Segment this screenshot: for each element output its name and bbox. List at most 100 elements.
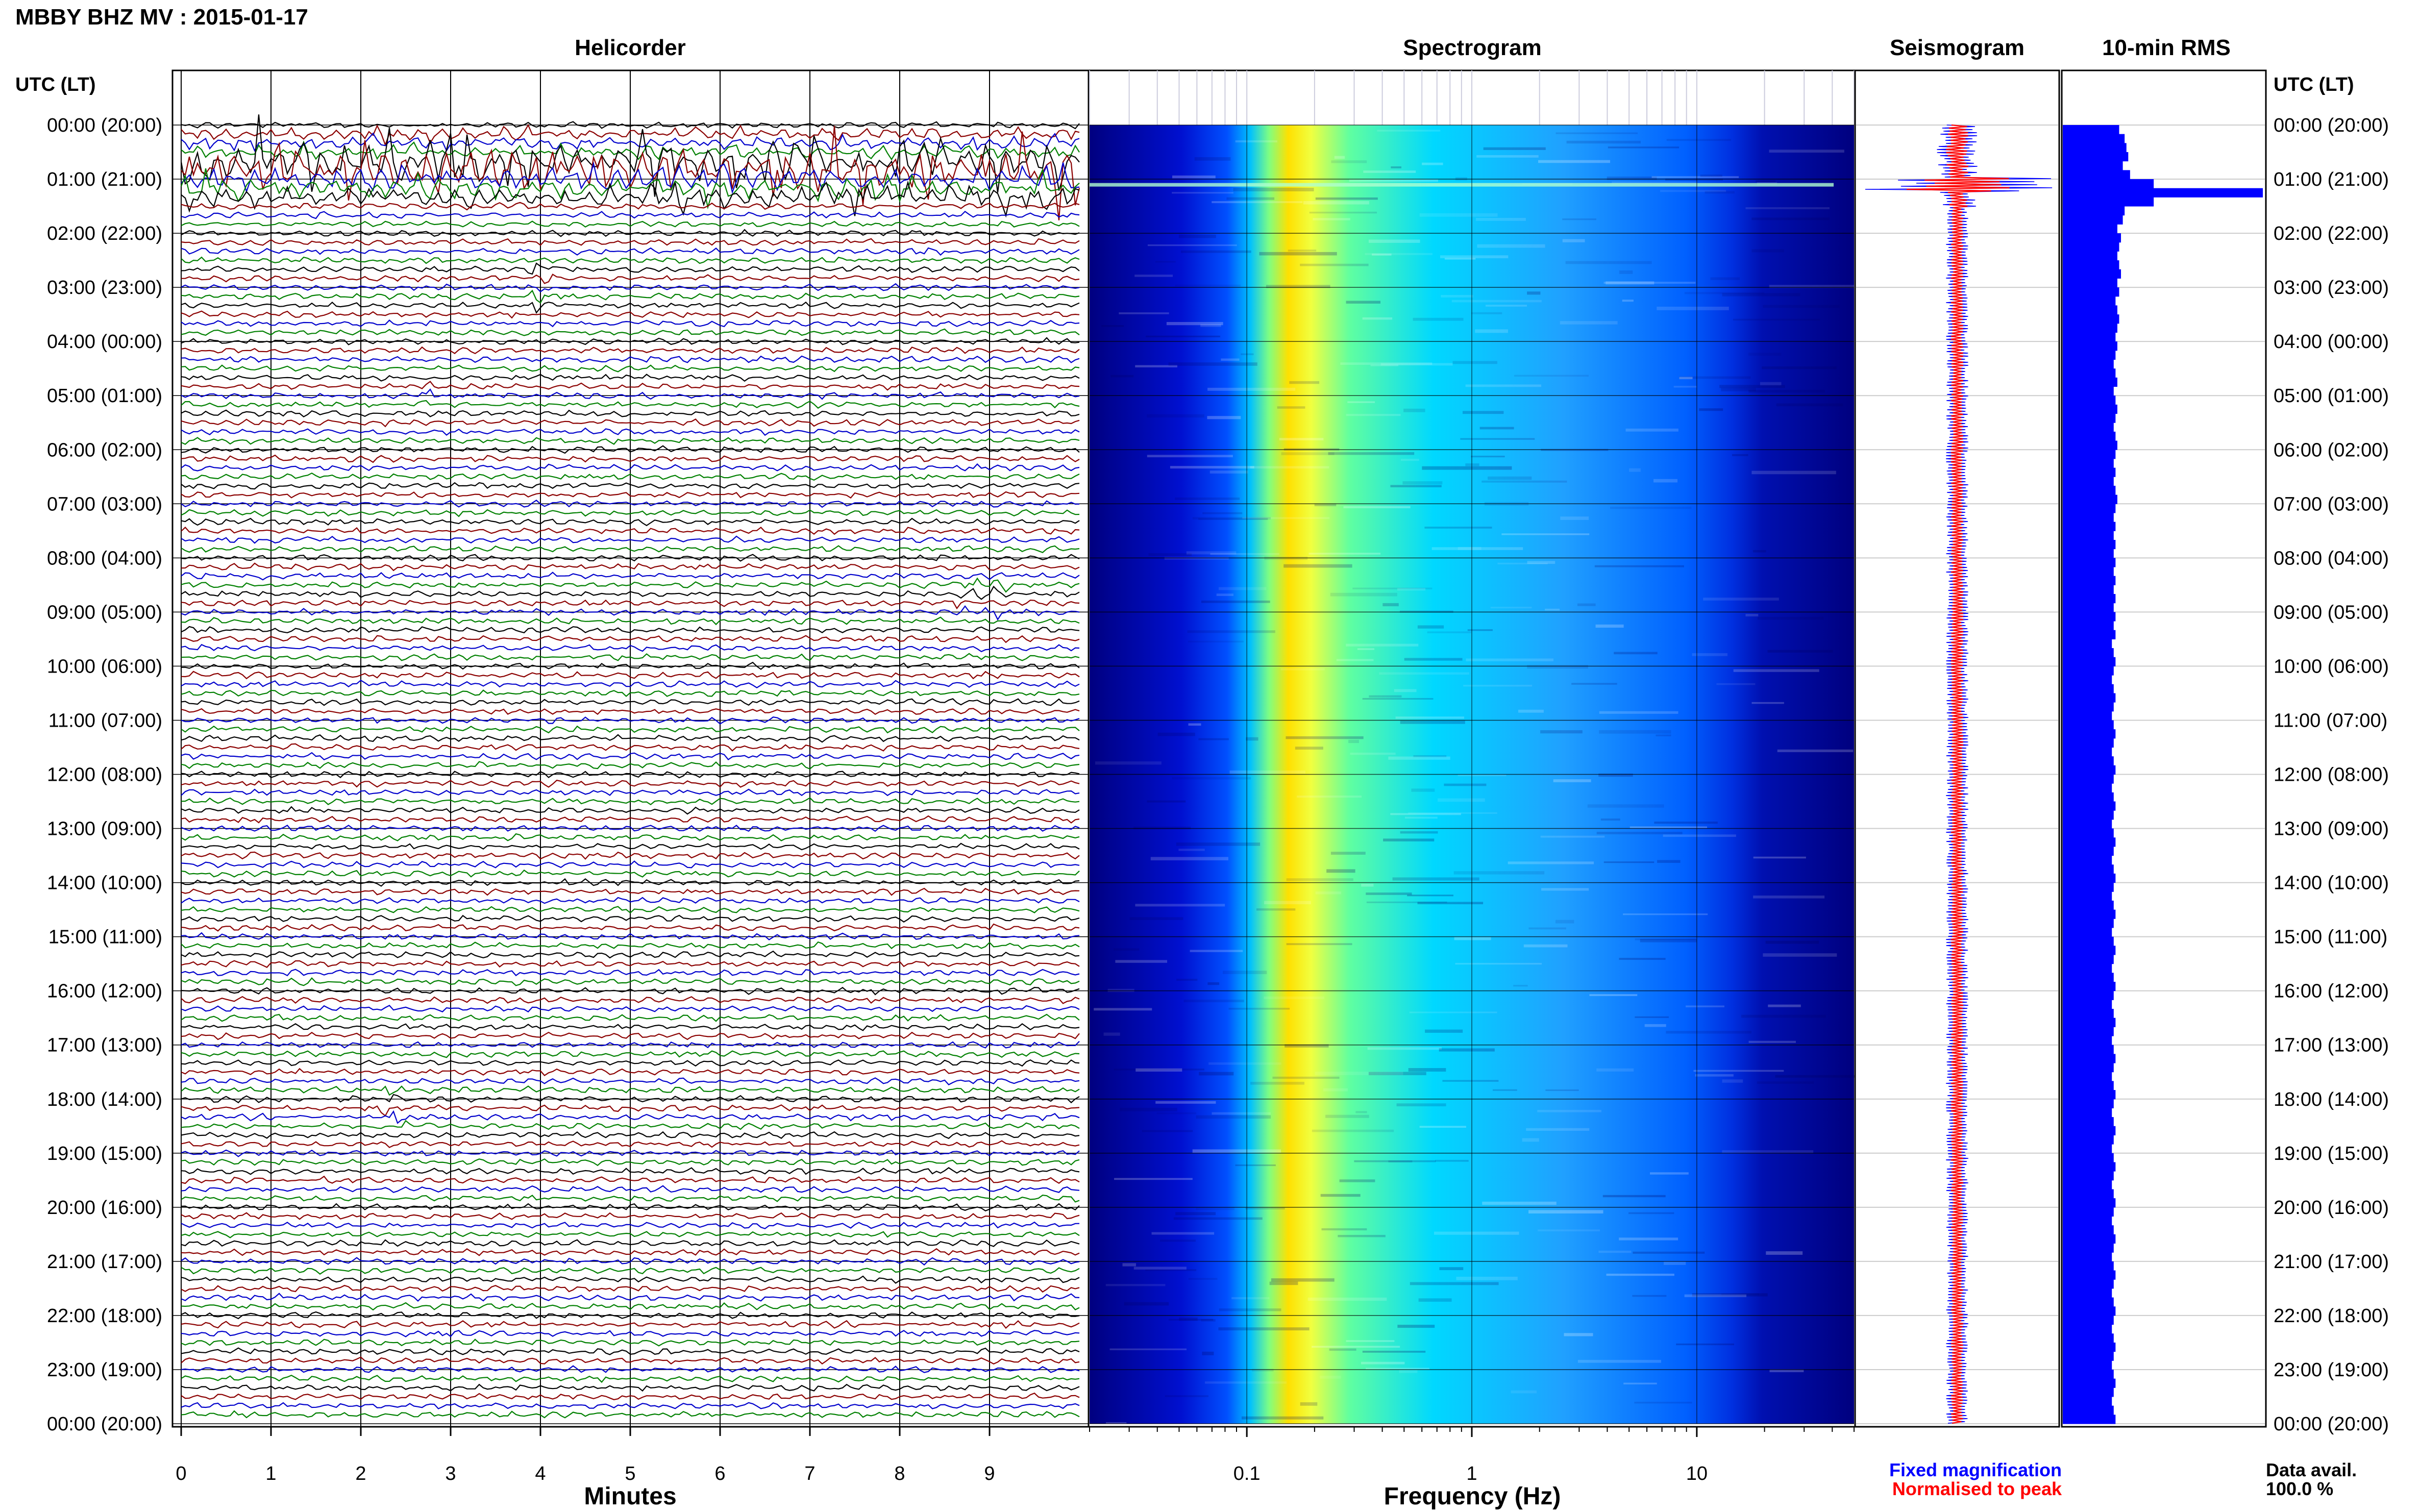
rms-bar bbox=[2063, 215, 2123, 225]
spectrogram-texture-stripe bbox=[1562, 239, 1585, 242]
time-label-right: 18:00 (14:00) bbox=[2274, 1089, 2389, 1110]
spectrogram-texture-stripe bbox=[1331, 160, 1367, 163]
spectrogram-texture-stripe bbox=[1476, 155, 1539, 158]
spectrogram-texture-stripe bbox=[1628, 1212, 1674, 1214]
helicorder-trace bbox=[181, 1392, 1080, 1400]
rms-bar bbox=[2063, 1378, 2116, 1388]
rms-bar bbox=[2063, 323, 2117, 333]
spectrogram-texture-stripe bbox=[1246, 737, 1258, 741]
spectrogram-texture-stripe bbox=[1596, 832, 1683, 834]
helicorder-trace bbox=[181, 562, 1080, 572]
spectrogram-texture-stripe bbox=[1537, 1109, 1601, 1112]
spectrogram-texture-stripe bbox=[1175, 497, 1240, 500]
rms-bar bbox=[2063, 522, 2116, 531]
time-label-left: 09:00 (05:00) bbox=[47, 602, 162, 623]
rms-bar bbox=[2063, 675, 2112, 685]
rms-bar bbox=[2063, 756, 2114, 766]
helicorder-trace bbox=[181, 1094, 1080, 1104]
helicorder-trace bbox=[181, 1059, 1080, 1067]
spectrogram-texture-stripe bbox=[1124, 1302, 1169, 1306]
spectrogram-texture-stripe bbox=[1511, 1390, 1537, 1394]
spectrogram-texture-stripe bbox=[1748, 353, 1782, 356]
helicorder-tick-label: 2 bbox=[355, 1463, 366, 1484]
spectrogram-texture-stripe bbox=[1175, 1212, 1216, 1216]
spectrogram-texture-stripe bbox=[1365, 1368, 1429, 1370]
helicorder-trace bbox=[181, 635, 1080, 643]
spectrogram-texture-stripe bbox=[1403, 408, 1425, 412]
rms-bar bbox=[2063, 738, 2114, 748]
spectrogram-texture-stripe bbox=[1577, 603, 1596, 606]
spectrogram-texture-stripe bbox=[1757, 1081, 1814, 1084]
spectrogram-texture-stripe bbox=[1207, 387, 1296, 391]
helicorder-trace bbox=[181, 463, 1080, 472]
spectrogram-texture-stripe bbox=[1482, 1201, 1557, 1205]
spectrogram-texture-stripe bbox=[1463, 684, 1533, 687]
rms-bar bbox=[2063, 278, 2117, 288]
helicorder-trace bbox=[181, 500, 1080, 508]
helicorder-trace bbox=[181, 643, 1080, 653]
spectrogram-texture-stripe bbox=[1172, 777, 1251, 780]
spectrogram-texture-stripe bbox=[1719, 385, 1785, 388]
spectrogram-texture-stripe bbox=[1264, 996, 1325, 1000]
spectrogram-texture-stripe bbox=[1228, 1007, 1290, 1010]
spectrogram-texture-stripe bbox=[1545, 1089, 1579, 1091]
spectrogram-texture-stripe bbox=[1692, 1293, 1768, 1297]
rms-bar bbox=[2063, 891, 2112, 901]
spectrogram-texture-stripe bbox=[1166, 322, 1223, 326]
spectrogram-texture-stripe bbox=[1329, 1348, 1356, 1351]
rms-bar bbox=[2063, 549, 2114, 558]
rms-bar bbox=[2063, 1351, 2114, 1361]
spectrogram-texture-stripe bbox=[1657, 306, 1729, 310]
spectrogram-texture-stripe bbox=[1388, 756, 1450, 760]
rms-bar bbox=[2063, 1207, 2114, 1217]
spectrogram-texture-stripe bbox=[1756, 180, 1776, 182]
spectrogram-texture-stripe bbox=[1751, 702, 1784, 704]
spectrogram-texture-stripe bbox=[1277, 406, 1305, 409]
helicorder-trace bbox=[181, 310, 1080, 319]
helicorder-tick-label: 9 bbox=[984, 1463, 995, 1484]
spectrogram-texture-stripe bbox=[1410, 1282, 1499, 1285]
helicorder-trace bbox=[181, 1005, 1080, 1013]
helicorder-trace bbox=[181, 374, 1080, 382]
spectrogram-texture-stripe bbox=[1427, 631, 1472, 633]
helicorder-trace bbox=[181, 526, 1080, 535]
spectrogram-texture-stripe bbox=[1623, 913, 1708, 915]
helicorder-trace bbox=[181, 761, 1080, 770]
spectrogram-texture-stripe bbox=[1541, 888, 1589, 891]
spectrogram-texture-stripe bbox=[1413, 755, 1447, 757]
spectrogram-texture-stripe bbox=[1202, 512, 1243, 514]
rms-title: 10-min RMS bbox=[2102, 35, 2231, 60]
spectrogram-texture-stripe bbox=[1146, 335, 1220, 338]
rms-bar bbox=[2063, 900, 2114, 910]
time-label-right: 03:00 (23:00) bbox=[2274, 277, 2389, 299]
helicorder-trace bbox=[181, 1203, 1080, 1212]
spectrogram-texture-stripe bbox=[1160, 1240, 1196, 1242]
spectrogram-texture-stripe bbox=[1192, 517, 1271, 519]
helicorder-trace bbox=[181, 833, 1080, 841]
spectrogram-texture-stripe bbox=[1233, 188, 1314, 191]
spectrogram-texture-stripe bbox=[1361, 883, 1374, 887]
spectrogram-texture-stripe bbox=[1303, 201, 1369, 205]
spectrogram-texture-stripe bbox=[1622, 300, 1634, 302]
spectrogram-texture-stripe bbox=[1133, 826, 1191, 830]
rms-bar bbox=[2063, 1090, 2116, 1100]
helicorder-trace bbox=[181, 950, 1080, 959]
spectrogram-texture-stripe bbox=[1695, 1074, 1734, 1077]
spectrogram-texture-stripe bbox=[1397, 588, 1426, 591]
spectrogram-texture-stripe bbox=[1256, 908, 1296, 911]
spectrogram-texture-stripe bbox=[1741, 1014, 1826, 1018]
rms-bar bbox=[2063, 458, 2114, 468]
spectrogram-texture-stripe bbox=[1413, 317, 1464, 321]
spectrogram-texture-stripe bbox=[1179, 1317, 1198, 1321]
spectrogram-texture-stripe bbox=[1147, 800, 1186, 803]
spectrogram-texture-stripe bbox=[1346, 643, 1419, 647]
rms-bar bbox=[2063, 909, 2116, 919]
helicorder-trace bbox=[181, 482, 1080, 490]
rms-bar bbox=[2063, 783, 2112, 793]
helicorder-trace bbox=[181, 626, 1080, 634]
time-label-left: 02:00 (22:00) bbox=[47, 223, 162, 244]
rms-bar bbox=[2063, 242, 2119, 252]
helicorder-trace bbox=[181, 1023, 1080, 1031]
spectrogram-texture-stripe bbox=[1490, 607, 1532, 609]
time-label-right: 04:00 (00:00) bbox=[2274, 331, 2389, 353]
